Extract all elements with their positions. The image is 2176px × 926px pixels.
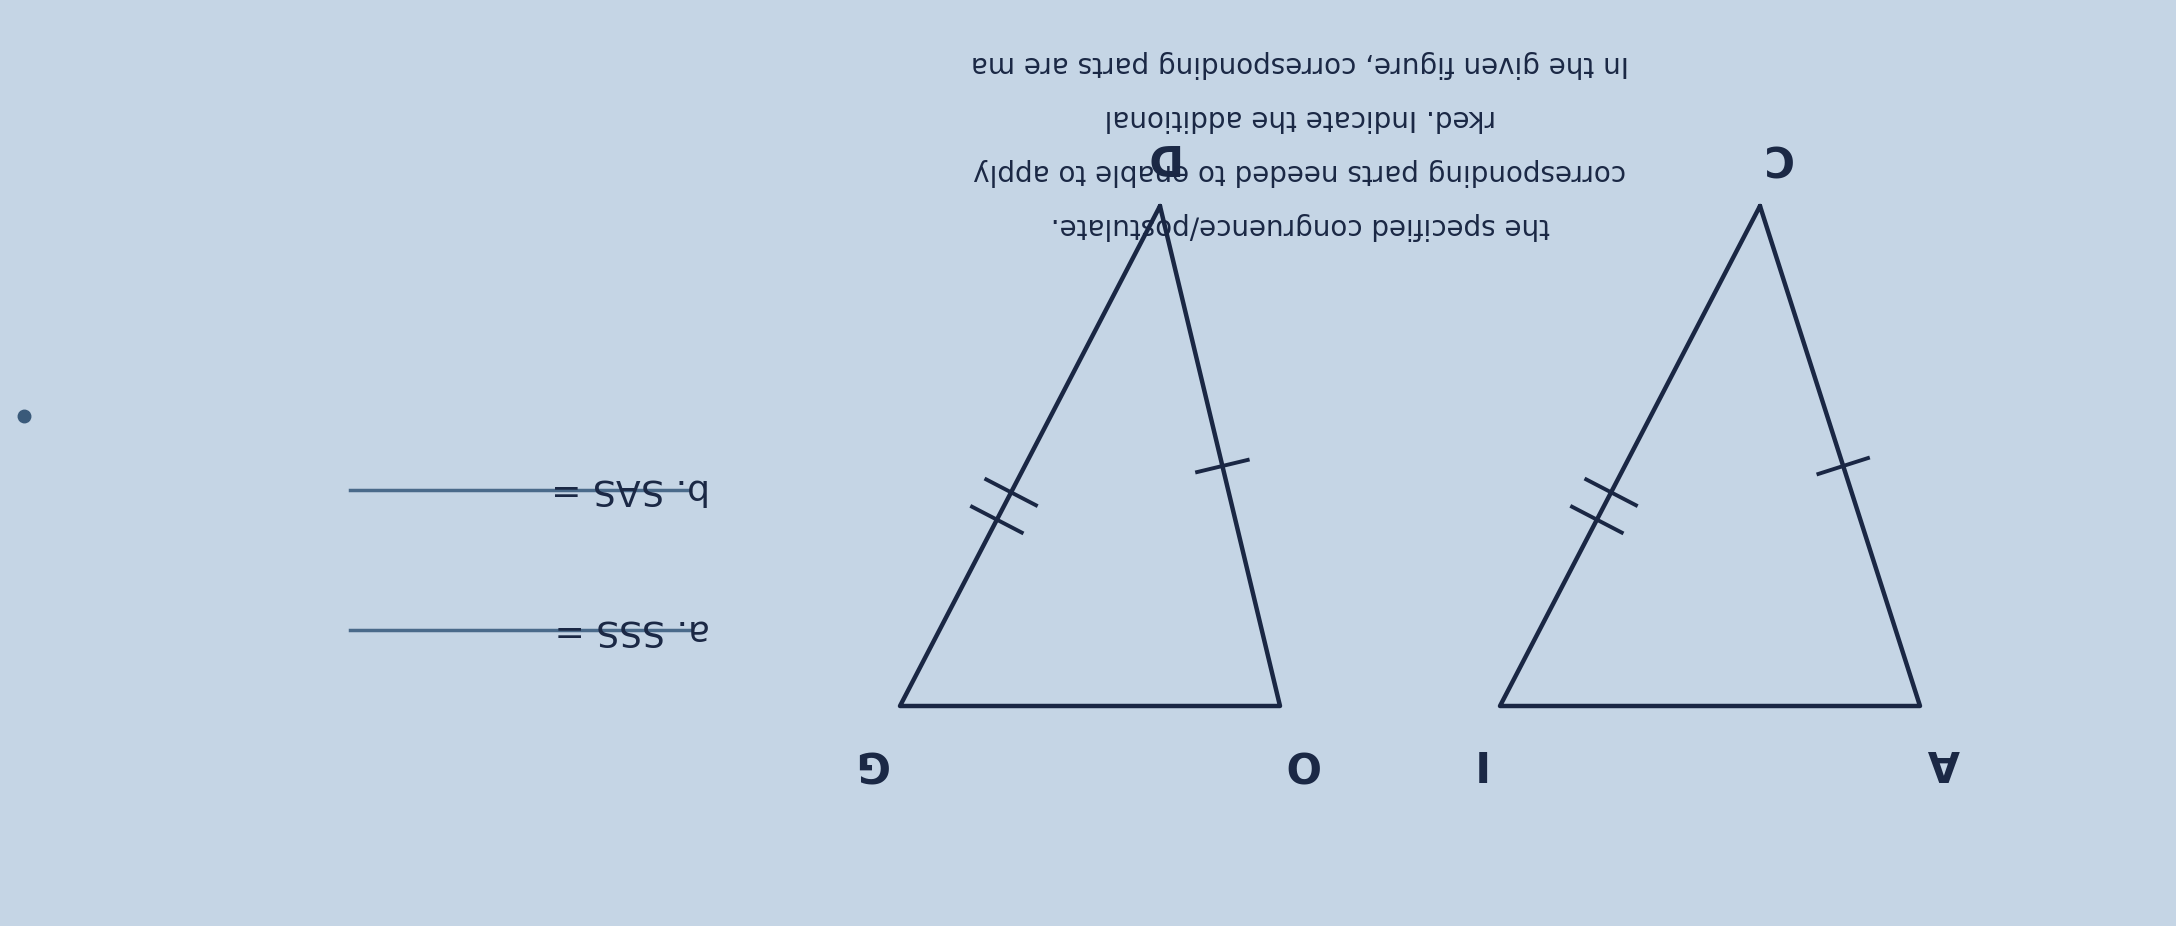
Text: the specified congruence/postulate.: the specified congruence/postulate. [1051, 212, 1549, 240]
Text: a. SSS =: a. SSS = [544, 613, 709, 647]
Text: I: I [1469, 741, 1484, 783]
Text: rked. Indicate the additional: rked. Indicate the additional [1103, 104, 1495, 132]
Text: A: A [1928, 741, 1961, 783]
Text: G: G [853, 741, 888, 783]
Text: b. SAS =: b. SAS = [540, 473, 709, 507]
Text: C: C [1760, 135, 1791, 177]
Text: D: D [1142, 135, 1177, 177]
Text: O: O [1282, 741, 1319, 783]
Text: In the given figure, corresponding parts are ma: In the given figure, corresponding parts… [970, 50, 1630, 78]
Text: corresponding parts needed to enable to apply: corresponding parts needed to enable to … [973, 158, 1625, 186]
